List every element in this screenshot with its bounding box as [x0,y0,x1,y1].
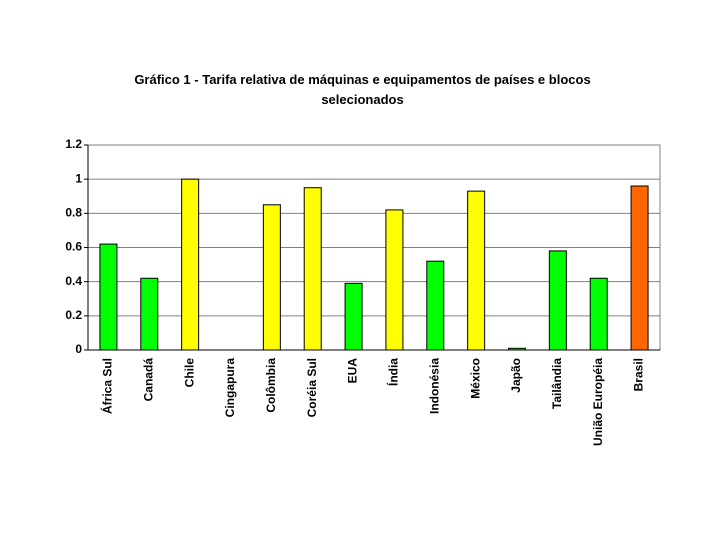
bar [508,347,526,351]
chart-title: Gráfico 1 - Tarifa relativa de máquinas … [134,72,591,107]
bar [344,282,363,351]
bar [589,277,608,351]
y-tick-label: 0.6 [65,240,82,254]
y-tick-label: 0.8 [65,206,82,220]
x-tick-label: Cingapura [223,358,237,418]
bar [385,209,404,351]
y-tick-label: 0.2 [65,308,82,322]
y-tick-label: 1.2 [65,137,82,151]
x-tick-label: Colômbia [264,358,278,413]
bar [99,243,118,351]
x-tick-label: Japão [509,358,523,393]
bar [303,187,322,351]
x-tick-label: Tailândia [550,358,564,409]
bar [181,178,200,351]
bar [262,204,281,351]
x-tick-label: Chile [182,358,196,388]
bar [426,260,445,351]
bar [140,277,159,351]
bar [467,190,486,351]
x-tick-label: Coréia Sul [305,358,319,417]
x-tick-label: África Sul [100,358,115,414]
x-tick-label: Canadá [141,358,155,402]
x-tick-label: Indonésia [427,358,441,414]
x-tick-label: Brasil [632,358,646,391]
x-tick-label: Índia [386,358,401,386]
x-tick-label: México [468,358,482,399]
x-tick-label: EUA [346,358,360,384]
y-tick-label: 0 [75,342,82,356]
x-tick-label: União Européia [591,358,605,446]
y-tick-label: 0.4 [65,274,82,288]
y-tick-label: 1 [75,171,82,185]
bar [548,250,567,351]
bar [630,185,649,351]
